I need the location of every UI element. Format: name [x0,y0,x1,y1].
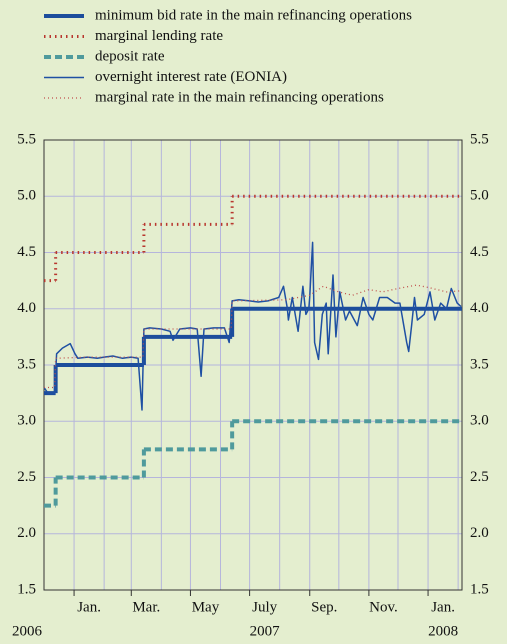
y-tick-label: 5.5 [17,131,36,147]
legend-label: deposit rate [95,48,165,64]
legend-label: marginal lending rate [95,28,223,44]
y-tick-label: 3.0 [17,413,36,429]
y2-tick-label: 3.5 [470,356,489,372]
y-tick-label: 2.5 [17,469,36,485]
y2-tick-label: 4.5 [470,244,489,260]
y2-tick-label: 3.0 [470,413,489,429]
y-tick-label: 1.5 [17,581,36,597]
x-tick-label: Jan. [431,599,455,615]
y-tick-label: 3.5 [17,356,36,372]
y2-tick-label: 5.5 [470,131,489,147]
x-tick-label: July [252,599,278,615]
year-label: 2006 [12,623,43,639]
x-tick-label: Mar. [132,599,160,615]
legend-label: overnight interest rate (EONIA) [95,69,287,85]
year-label: 2008 [428,623,458,639]
y2-tick-label: 4.0 [470,300,489,316]
y2-tick-label: 2.5 [470,469,489,485]
plot-frame [43,139,463,591]
y-tick-label: 5.0 [17,188,36,204]
year-label: 2007 [250,623,281,639]
x-tick-label: Jan. [77,599,101,615]
legend-label: minimum bid rate in the main refinancing… [95,7,412,23]
y2-tick-label: 1.5 [470,581,489,597]
x-tick-label: May [192,599,220,615]
legend-label: marginal rate in the main refinancing op… [95,89,384,105]
x-tick-label: Sep. [311,599,337,615]
line-series [43,241,462,411]
y-tick-label: 4.0 [17,300,36,316]
line-series [44,284,462,389]
x-tick-label: Nov. [369,599,398,615]
y-tick-label: 2.0 [17,525,36,541]
y2-tick-label: 2.0 [470,525,489,541]
y2-tick-label: 5.0 [470,188,489,204]
y-tick-label: 4.5 [17,244,36,260]
